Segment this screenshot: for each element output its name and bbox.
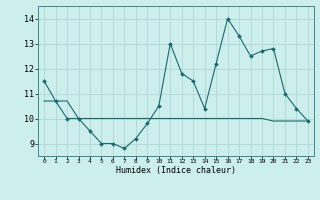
X-axis label: Humidex (Indice chaleur): Humidex (Indice chaleur)	[116, 166, 236, 175]
